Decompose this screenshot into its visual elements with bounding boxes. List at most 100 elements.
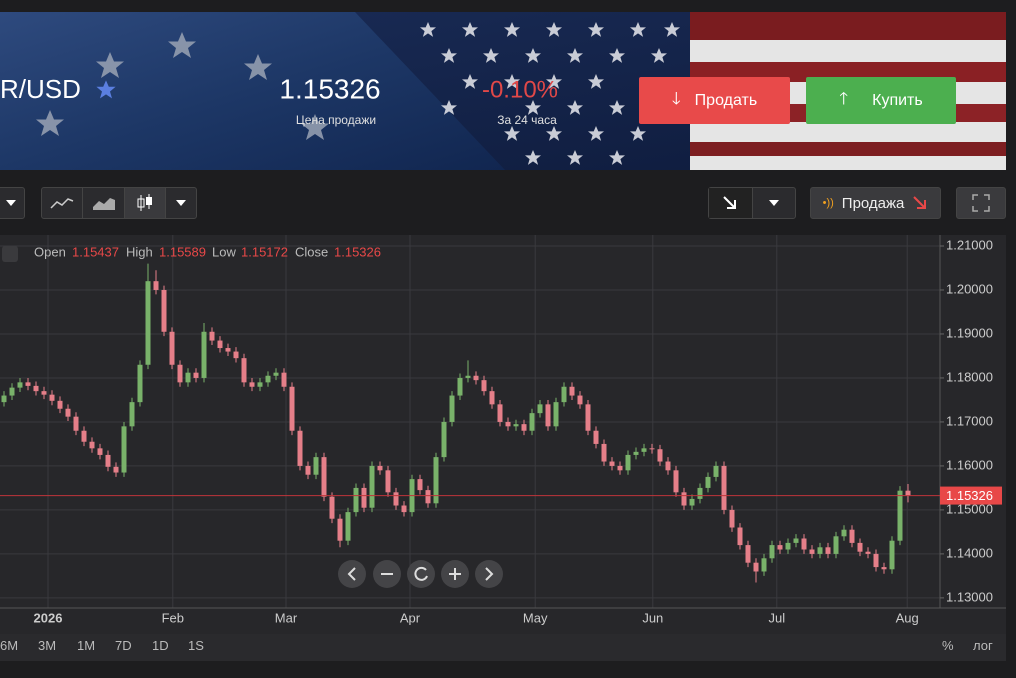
percent-toggle[interactable]: % xyxy=(942,638,954,653)
candle-body xyxy=(161,289,167,332)
candle-body xyxy=(169,331,175,365)
candle-body xyxy=(601,443,607,462)
candle-body xyxy=(761,558,767,572)
candle-body xyxy=(673,470,679,493)
y-tick-label: 1.15000 xyxy=(946,501,993,516)
range-button[interactable]: 1S xyxy=(188,638,204,653)
candle-body xyxy=(121,426,127,473)
candle-body xyxy=(297,430,303,466)
candle-body xyxy=(833,536,839,554)
trend-dropdown[interactable] xyxy=(753,188,796,218)
candle-body xyxy=(281,372,287,387)
candle-body xyxy=(529,413,535,431)
favorite-star[interactable] xyxy=(96,80,116,99)
candle-body xyxy=(65,408,71,417)
x-tick-label: Apr xyxy=(400,610,421,625)
fullscreen-button[interactable] xyxy=(956,187,1006,219)
signal-button[interactable]: •)) Продажа xyxy=(810,187,941,219)
candle-body xyxy=(825,547,831,554)
chart: Open 1.15437 High 1.15589 Low 1.15172 Cl… xyxy=(0,235,1006,635)
candle-body xyxy=(17,382,23,388)
legend-open-label: Open xyxy=(34,244,66,259)
y-tick-label: 1.19000 xyxy=(946,325,993,340)
candle-body xyxy=(217,340,223,349)
candle-body xyxy=(25,382,31,386)
legend-close: 1.15326 xyxy=(334,244,381,259)
y-tick-label: 1.14000 xyxy=(946,545,993,560)
candle-body xyxy=(665,461,671,471)
candle-body xyxy=(329,496,335,519)
zoom-out[interactable] xyxy=(373,560,401,588)
candle-body xyxy=(737,527,743,546)
candle-body xyxy=(193,372,199,378)
candle-body xyxy=(809,549,815,554)
candle-body xyxy=(361,487,367,508)
candle-body xyxy=(337,518,343,541)
area-chart-button[interactable] xyxy=(83,188,125,218)
range-button[interactable]: 7D xyxy=(115,638,132,653)
x-tick-label: Feb xyxy=(162,610,184,625)
candle-body xyxy=(641,448,647,452)
candle-body xyxy=(105,454,111,467)
period-dropdown[interactable] xyxy=(0,187,25,219)
zoom-in[interactable] xyxy=(441,560,469,588)
range-button[interactable]: 1M xyxy=(77,638,96,653)
legend-icon[interactable] xyxy=(2,246,18,262)
legend-low-label: Low xyxy=(212,244,236,259)
candle-body xyxy=(201,331,207,378)
candle-body xyxy=(417,479,423,491)
candle-body xyxy=(1,395,7,403)
candle-body xyxy=(513,424,519,427)
log-toggle[interactable]: лог xyxy=(973,638,993,653)
candle-body xyxy=(441,421,447,458)
x-tick-label: May xyxy=(523,610,548,625)
trend-group xyxy=(708,187,796,219)
line-chart-button[interactable] xyxy=(42,188,84,218)
candle-body xyxy=(449,395,455,422)
trend-button[interactable] xyxy=(709,188,753,218)
candle-body xyxy=(9,387,15,396)
candle-body xyxy=(129,402,135,427)
scroll-left[interactable] xyxy=(338,560,366,588)
candle-body xyxy=(153,281,159,290)
reset[interactable] xyxy=(407,560,435,588)
candle-body xyxy=(393,492,399,506)
candle-body xyxy=(185,372,191,383)
arrow-down: 🡓 xyxy=(671,89,681,108)
caret xyxy=(768,200,779,206)
candle-body xyxy=(769,545,775,559)
range-button[interactable]: 1D xyxy=(152,638,169,653)
candle-body xyxy=(289,386,295,431)
range-button[interactable]: 6M xyxy=(0,638,19,653)
candle-body xyxy=(793,538,799,543)
candle-icon xyxy=(137,194,153,211)
ohlc-legend: Open 1.15437 High 1.15589 Low 1.15172 Cl… xyxy=(34,244,381,259)
candle-body xyxy=(625,454,631,471)
y-tick-label: 1.17000 xyxy=(946,413,993,428)
x-tick-label: Mar xyxy=(275,610,298,625)
y-tick-label: 1.18000 xyxy=(946,369,993,384)
candle-body xyxy=(505,421,511,427)
candle-body xyxy=(537,404,543,414)
range-button[interactable]: 3M xyxy=(38,638,57,653)
buy-button[interactable]: 🡑 Купить xyxy=(806,77,956,124)
chart-type-dropdown[interactable] xyxy=(166,188,196,218)
candle-body xyxy=(209,331,215,341)
candle-chart-button[interactable] xyxy=(124,188,167,218)
candle-body xyxy=(345,512,351,541)
candle-body xyxy=(713,465,719,477)
candle-body xyxy=(401,505,407,513)
scroll-right[interactable] xyxy=(475,560,503,588)
candle-body xyxy=(785,542,791,550)
candle-body xyxy=(705,476,711,488)
candle-body xyxy=(753,562,759,572)
chart-type-group xyxy=(41,187,197,219)
caret xyxy=(176,200,187,206)
candle-body xyxy=(849,529,855,543)
candle-body xyxy=(489,391,495,405)
x-tick-label: Jul xyxy=(768,610,785,625)
candle-body xyxy=(689,498,695,506)
sell-price: 1.15326 xyxy=(279,73,380,104)
sell-button[interactable]: 🡓 Продать xyxy=(639,77,790,124)
